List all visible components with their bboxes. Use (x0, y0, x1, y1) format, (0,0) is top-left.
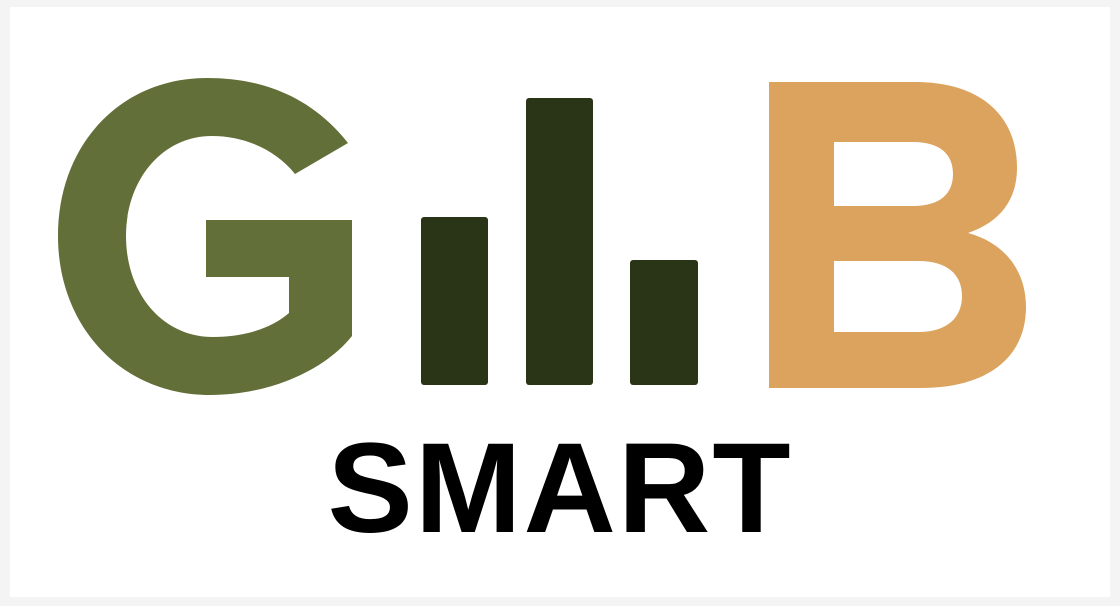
bar-1 (421, 217, 488, 385)
bar-chart-icon (421, 98, 698, 385)
logo-letter-g (58, 78, 352, 395)
logo-letter-b (769, 82, 1026, 388)
bar-3 (630, 260, 698, 385)
smart-wordmark: SMART (327, 417, 793, 560)
bar-2 (526, 98, 593, 385)
